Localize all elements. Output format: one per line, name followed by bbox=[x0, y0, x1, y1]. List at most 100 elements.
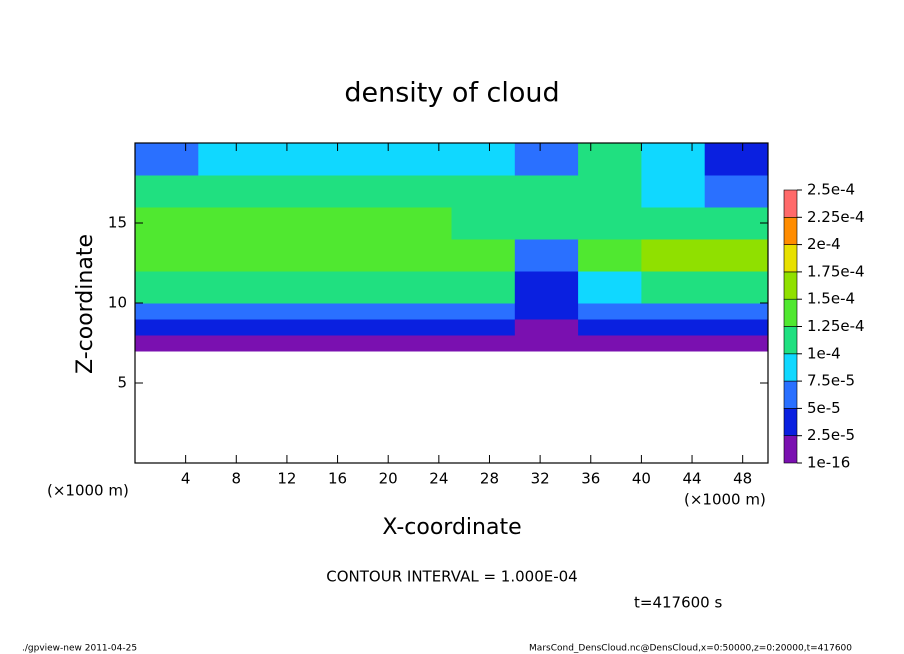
heat-cell bbox=[578, 143, 642, 176]
heat-cell bbox=[641, 303, 706, 320]
x-tick-label: 48 bbox=[733, 470, 752, 488]
heat-cell bbox=[514, 319, 579, 336]
heat-cell bbox=[388, 303, 452, 320]
heat-cell bbox=[704, 319, 769, 336]
heat-cell bbox=[704, 335, 769, 352]
heat-cell bbox=[451, 207, 516, 240]
colorbar-band bbox=[783, 408, 798, 436]
colorbar-label: 2.25e-4 bbox=[807, 208, 865, 226]
heat-cell bbox=[578, 207, 642, 240]
heat-cell bbox=[324, 319, 389, 336]
footer: ./gpview-new 2011-04-25 bbox=[22, 644, 137, 654]
x-tick-label: 4 bbox=[181, 470, 191, 488]
heat-cell bbox=[261, 335, 326, 352]
heat-cell bbox=[135, 335, 199, 352]
heat-cell bbox=[641, 207, 706, 240]
heat-cell bbox=[135, 175, 199, 208]
heat-cell bbox=[578, 319, 642, 336]
heat-cell bbox=[135, 239, 199, 272]
heat-cell bbox=[198, 303, 263, 320]
heat-cell bbox=[135, 143, 199, 176]
colorbar-band bbox=[783, 326, 798, 355]
heat-cell bbox=[514, 207, 579, 240]
heat-cell bbox=[451, 335, 516, 352]
heat-cell bbox=[641, 175, 706, 208]
heat-cell bbox=[198, 207, 263, 240]
heat-cell bbox=[704, 207, 769, 240]
colorbar-label: 2.5e-4 bbox=[807, 181, 855, 199]
heat-cell bbox=[198, 175, 263, 208]
colorbar-band bbox=[783, 217, 798, 245]
heat-cell bbox=[324, 335, 389, 352]
colorbar-label: 5e-5 bbox=[807, 399, 841, 417]
heat-cell bbox=[388, 143, 452, 176]
heat-cell bbox=[451, 319, 516, 336]
heat-cell bbox=[388, 175, 452, 208]
heat-cell bbox=[704, 271, 769, 304]
x-unit-label: (×1000 m) bbox=[684, 491, 766, 509]
heat-cell bbox=[641, 271, 706, 304]
heat-cell bbox=[135, 271, 199, 304]
footer: MarsCond_DensCloud.nc@DensCloud,x=0:5000… bbox=[529, 644, 852, 654]
heat-cell bbox=[261, 319, 326, 336]
x-tick-label: 32 bbox=[531, 470, 550, 488]
heat-cell bbox=[261, 175, 326, 208]
heat-cell bbox=[388, 335, 452, 352]
heat-cell bbox=[451, 271, 516, 304]
heat-cell bbox=[514, 271, 579, 304]
time-note: t=417600 s bbox=[634, 594, 722, 612]
colorbar-label: 1.25e-4 bbox=[807, 317, 865, 335]
heat-cell bbox=[641, 319, 706, 336]
x-axis-label: X-coordinate bbox=[382, 515, 521, 540]
contour-note: CONTOUR INTERVAL = 1.000E-04 bbox=[326, 568, 577, 586]
heat-cell bbox=[704, 143, 769, 176]
heat-cell bbox=[704, 303, 769, 320]
heat-cell bbox=[324, 239, 389, 272]
colorbar-band bbox=[783, 298, 798, 327]
x-tick-label: 20 bbox=[379, 470, 398, 488]
heat-cell bbox=[514, 335, 579, 352]
x-tick-label: 36 bbox=[581, 470, 600, 488]
colorbar-band bbox=[783, 380, 798, 409]
heat-cell bbox=[198, 239, 263, 272]
chart-title: density of cloud bbox=[344, 78, 559, 109]
heat-cell bbox=[198, 143, 263, 176]
heat-cell bbox=[324, 271, 389, 304]
heat-cell bbox=[514, 175, 579, 208]
x-tick-label: 8 bbox=[232, 470, 242, 488]
heat-cell bbox=[261, 207, 326, 240]
heat-cell bbox=[641, 239, 706, 272]
x-tick-label: 40 bbox=[632, 470, 651, 488]
colorbar-band bbox=[783, 353, 798, 382]
heat-cell bbox=[641, 143, 706, 176]
y-tick-label: 5 bbox=[117, 374, 127, 392]
x-unit-label: (×1000 m) bbox=[47, 482, 129, 500]
heat-cell bbox=[514, 143, 579, 176]
heat-cell bbox=[451, 143, 516, 176]
heat-cell bbox=[578, 271, 642, 304]
heat-cell bbox=[261, 303, 326, 320]
colorbar-label: 1e-4 bbox=[807, 344, 841, 362]
heat-cell bbox=[388, 207, 452, 240]
heat-cell bbox=[641, 335, 706, 352]
heat-cell bbox=[578, 239, 642, 272]
x-tick-label: 16 bbox=[328, 470, 347, 488]
heat-cell bbox=[198, 271, 263, 304]
heat-cell bbox=[135, 303, 199, 320]
heat-cell bbox=[198, 319, 263, 336]
heat-cell bbox=[578, 303, 642, 320]
heat-cell bbox=[324, 175, 389, 208]
colorbar-band bbox=[783, 189, 798, 218]
colorbar-label: 2.5e-5 bbox=[807, 426, 855, 444]
colorbar-band bbox=[783, 271, 798, 300]
colorbar-band bbox=[783, 244, 798, 273]
heat-cell bbox=[198, 335, 263, 352]
heat-cell bbox=[388, 271, 452, 304]
y-axis-label: Z-coordinate bbox=[73, 234, 98, 374]
colorbar-label: 7.5e-5 bbox=[807, 372, 855, 390]
heat-cell bbox=[514, 303, 579, 320]
heat-cell bbox=[324, 207, 389, 240]
x-tick-label: 28 bbox=[480, 470, 499, 488]
heat-cell bbox=[261, 239, 326, 272]
